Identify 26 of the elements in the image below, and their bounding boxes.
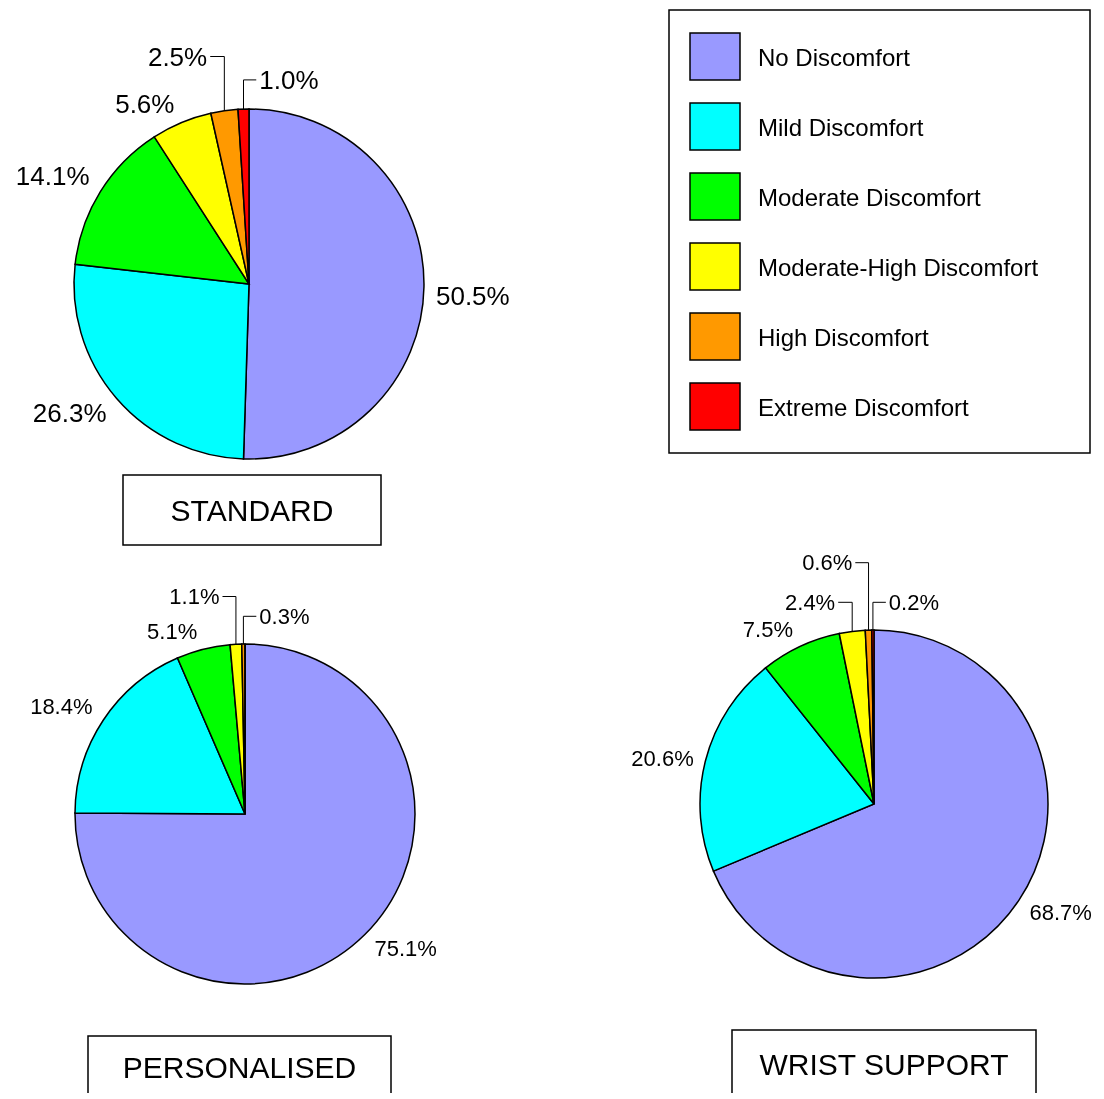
data-label: 1.1% — [169, 584, 220, 610]
text: WRIST SUPPORT — [759, 1047, 1009, 1081]
data-label: 26.3% — [32, 397, 107, 428]
data-label: 7.5% — [742, 616, 794, 642]
data-label: 0.2% — [888, 590, 940, 615]
data-label: 75.1% — [374, 935, 437, 961]
data-label: 68.7% — [1029, 900, 1092, 926]
legend-label: Moderate-High Discomfort — [758, 254, 1039, 281]
data-label: 0.3% — [259, 604, 310, 629]
data-label: 14.1% — [15, 160, 90, 191]
data-label: 18.4% — [30, 693, 93, 719]
data-label: 2.4% — [785, 590, 836, 615]
legend-label: Mild Discomfort — [758, 114, 924, 141]
text: PERSONALISED — [122, 1051, 357, 1084]
data-label: 5.6% — [115, 88, 175, 119]
data-label: 1.0% — [259, 65, 319, 95]
legend-label: Moderate Discomfort — [758, 184, 982, 211]
text: STANDARD — [170, 493, 334, 527]
legend-label: No Discomfort — [758, 44, 911, 71]
legend-label: High Discomfort — [758, 324, 930, 351]
data-label: 50.5% — [435, 281, 510, 312]
data-label: 5.1% — [147, 619, 198, 645]
data-label: 0.6% — [802, 550, 853, 576]
data-label: 2.5% — [147, 41, 208, 72]
data-label: 20.6% — [631, 746, 694, 772]
legend-label: Extreme Discomfort — [758, 394, 970, 421]
